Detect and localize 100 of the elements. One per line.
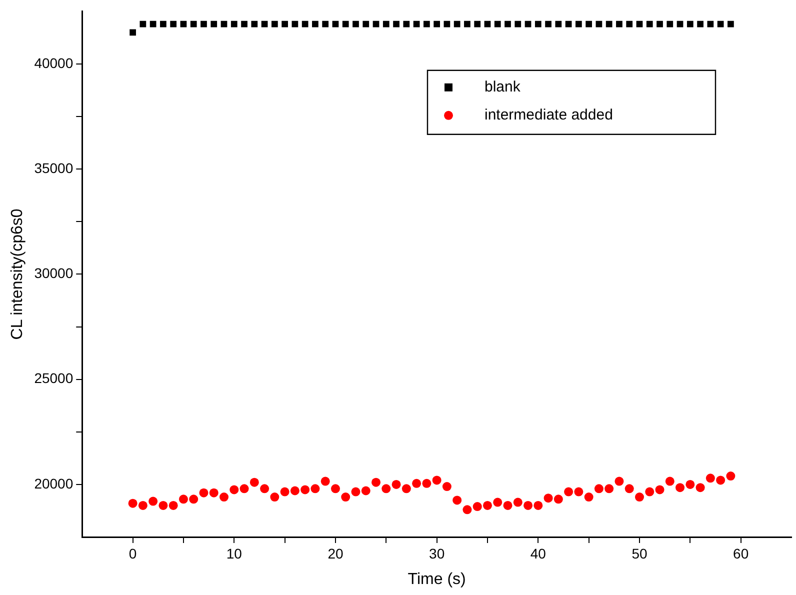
point <box>402 484 411 494</box>
point <box>462 505 472 514</box>
point <box>251 20 258 28</box>
point <box>361 486 370 496</box>
point <box>160 20 166 28</box>
point <box>626 20 633 28</box>
point <box>320 476 330 486</box>
point <box>544 494 553 503</box>
point <box>351 487 360 496</box>
point <box>706 474 715 483</box>
point <box>524 500 533 510</box>
point <box>616 20 622 28</box>
point <box>545 20 552 28</box>
y-tick-label: 35000 <box>34 160 74 176</box>
point <box>271 20 278 28</box>
point <box>494 20 501 28</box>
point <box>168 500 178 510</box>
point <box>148 496 158 506</box>
point <box>382 484 391 494</box>
point <box>513 498 522 507</box>
point <box>130 29 136 36</box>
x-axis-title: Time (s) <box>408 570 466 588</box>
point <box>554 494 563 504</box>
x-tick-label: 10 <box>226 545 242 562</box>
point <box>199 488 208 498</box>
point <box>330 484 340 494</box>
legend-label: blank <box>484 78 521 96</box>
point <box>138 500 148 510</box>
point <box>697 20 704 28</box>
x-tick-label: 60 <box>733 545 749 562</box>
point <box>290 486 300 496</box>
point <box>584 492 594 502</box>
point <box>666 20 674 28</box>
point <box>128 498 138 508</box>
point <box>665 476 674 486</box>
point <box>576 20 582 28</box>
point <box>474 20 481 28</box>
point <box>158 500 168 510</box>
point <box>594 484 604 494</box>
point <box>312 20 318 28</box>
point <box>564 487 574 496</box>
point <box>614 476 624 486</box>
point <box>432 476 442 485</box>
point <box>482 500 492 510</box>
point <box>302 20 308 28</box>
y-tick-label: 25000 <box>34 370 74 386</box>
point <box>282 20 288 28</box>
point <box>270 492 280 502</box>
point <box>726 472 736 481</box>
point <box>686 20 694 28</box>
point <box>586 20 592 28</box>
point <box>392 480 401 489</box>
point <box>716 476 726 485</box>
point <box>189 494 198 504</box>
point <box>280 487 290 496</box>
point <box>434 20 440 28</box>
point <box>728 20 734 28</box>
point <box>555 20 562 28</box>
point <box>200 20 207 28</box>
point <box>504 20 511 28</box>
point <box>696 483 705 492</box>
y-tick-label: 30000 <box>34 265 74 282</box>
point <box>403 20 410 28</box>
point <box>220 492 229 502</box>
point <box>604 484 614 494</box>
point <box>534 20 542 28</box>
x-tick-label: 40 <box>530 545 546 562</box>
point <box>574 487 584 496</box>
point <box>240 484 249 494</box>
point <box>250 478 259 487</box>
y-tick-label: 20000 <box>34 475 74 492</box>
point <box>514 20 522 28</box>
legend-label: intermediate added <box>484 106 613 124</box>
point <box>422 478 432 488</box>
point <box>322 20 329 28</box>
x-tick-label: 20 <box>328 545 344 562</box>
point <box>241 20 248 28</box>
point <box>656 20 663 28</box>
point <box>472 502 482 512</box>
point <box>372 478 381 487</box>
point <box>210 20 218 28</box>
point <box>503 500 512 510</box>
point <box>310 484 320 494</box>
point <box>707 20 714 28</box>
point <box>300 485 310 494</box>
x-tick-label: 0 <box>128 545 137 562</box>
point <box>362 20 370 28</box>
point <box>382 20 390 28</box>
point <box>352 20 359 28</box>
point <box>442 482 452 492</box>
x-tick-label: 50 <box>632 545 648 562</box>
point <box>464 20 470 28</box>
y-tick-label: 40000 <box>34 54 74 71</box>
point <box>260 484 270 494</box>
point <box>634 492 644 502</box>
point <box>424 20 430 28</box>
point <box>230 485 239 494</box>
y-axis-title: CL intensity(cp6s0 <box>9 208 26 340</box>
point <box>452 496 462 505</box>
point <box>676 483 685 492</box>
